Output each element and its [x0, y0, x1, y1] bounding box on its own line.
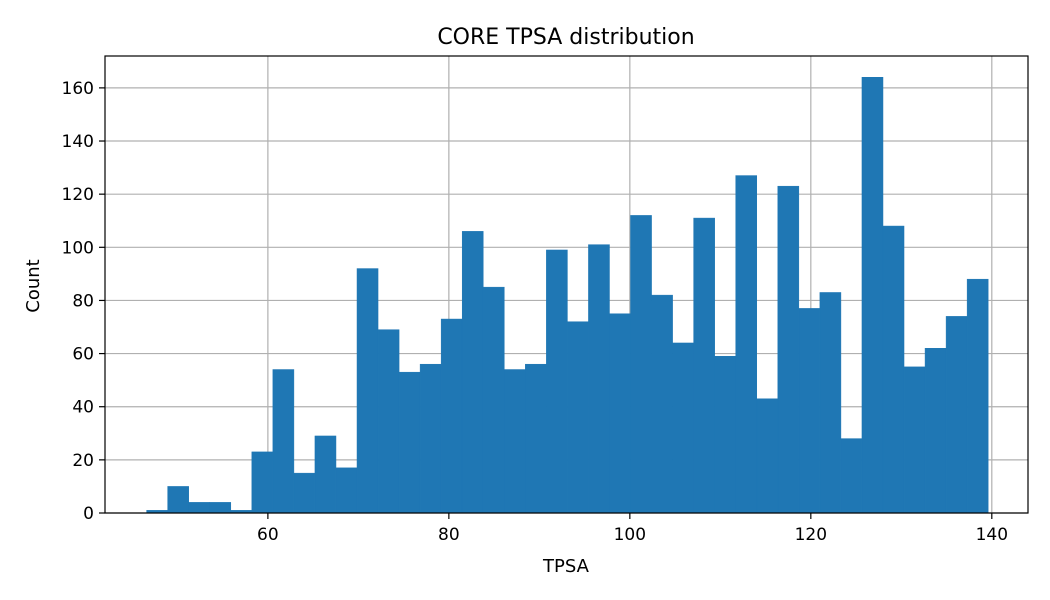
y-tick-label: 80 — [72, 291, 94, 311]
histogram-bar — [419, 363, 442, 514]
histogram-bar — [209, 502, 232, 514]
histogram-bar — [714, 355, 736, 514]
y-tick-label: 20 — [72, 451, 94, 471]
y-tick-label: 160 — [62, 79, 94, 99]
histogram-bar — [377, 329, 400, 514]
y-tick-label: 140 — [62, 132, 94, 152]
histogram-bar — [903, 366, 926, 514]
histogram-bar — [588, 244, 610, 514]
y-axis-ticks: 0 20 40 60 80 100 120 140 160 — [62, 79, 105, 524]
histogram-bar — [546, 249, 568, 514]
x-tick-label: 140 — [976, 525, 1008, 545]
histogram-bar — [798, 308, 821, 514]
histogram-bar — [945, 316, 968, 514]
histogram-bar — [924, 348, 947, 514]
y-tick-label: 40 — [72, 398, 94, 418]
histogram-bar — [293, 472, 316, 514]
histogram-bar — [167, 486, 189, 514]
x-axis-label: TPSA — [542, 556, 590, 577]
y-tick-label: 120 — [62, 185, 94, 205]
bars — [146, 77, 989, 514]
y-tick-label: 0 — [83, 504, 94, 524]
histogram-bar — [272, 369, 295, 514]
y-axis-label: Count — [23, 259, 44, 312]
y-tick-label: 100 — [62, 238, 94, 258]
histogram-bar — [861, 77, 884, 514]
histogram-bar — [651, 294, 673, 514]
histogram-bar — [735, 175, 758, 514]
histogram-bar — [882, 225, 905, 514]
histogram-bar — [525, 363, 547, 514]
x-tick-label: 120 — [795, 525, 827, 545]
histogram-bar — [335, 467, 358, 514]
histogram-bar — [314, 435, 337, 514]
histogram-bar — [672, 342, 694, 514]
histogram-bar — [777, 185, 800, 514]
histogram-bar — [251, 451, 274, 514]
histogram-bar — [756, 398, 779, 514]
histogram-bar — [567, 321, 589, 514]
plot-frame — [104, 55, 1029, 514]
y-tick-label: 60 — [72, 345, 94, 365]
x-tick-label: 80 — [438, 525, 460, 545]
histogram-bar — [840, 438, 863, 514]
chart-title: CORE TPSA distribution — [437, 25, 694, 50]
x-tick-label: 100 — [614, 525, 646, 545]
histogram-bar — [188, 502, 210, 514]
histogram-bar — [356, 268, 379, 514]
histogram-bar — [398, 371, 421, 514]
histogram-bar — [440, 318, 463, 514]
histogram-bar — [482, 286, 505, 514]
histogram-bar — [693, 217, 715, 514]
histogram-bar — [819, 292, 842, 514]
histogram-bar — [461, 231, 484, 514]
histogram-bar — [966, 278, 989, 514]
histogram-bar — [504, 369, 526, 514]
x-axis-ticks: 60 80 100 120 140 — [257, 513, 1008, 545]
histogram-bar — [630, 215, 652, 514]
histogram-bar — [609, 313, 631, 514]
x-tick-label: 60 — [257, 525, 279, 545]
